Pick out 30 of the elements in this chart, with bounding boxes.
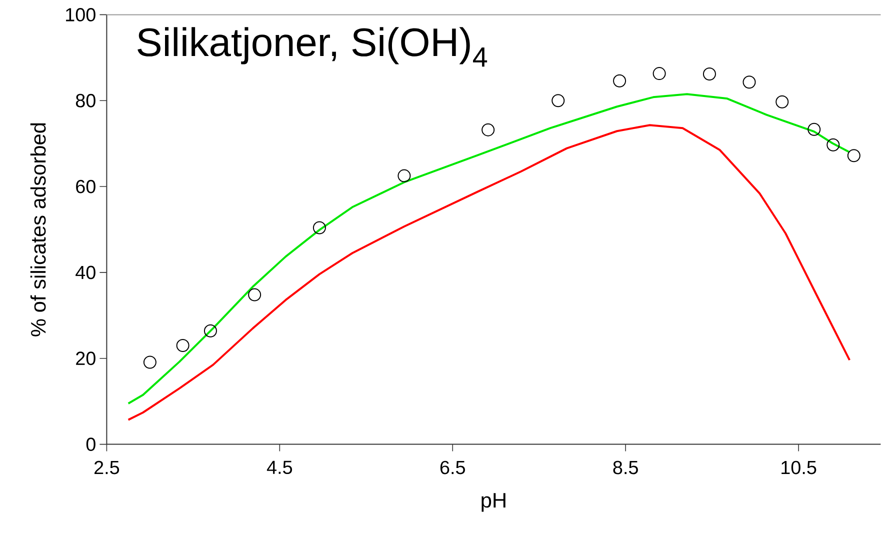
point [613,74,626,88]
x-tick-label: 6.5 [440,460,465,474]
point [808,122,821,136]
y-tick-label: 80 [76,94,96,108]
chart-title: Silikatjoner, Si(OH)$_{4}$ [138,27,488,67]
point [826,138,840,152]
y-tick-label: 0 [86,438,96,452]
point [776,95,789,108]
point [702,67,716,80]
y-axis-title: % of silicates adsorbed [30,123,46,336]
y-tick-label: 40 [76,266,96,280]
point [248,288,262,302]
y-tick-label: 20 [76,352,96,366]
point [312,221,326,234]
x-tick-label: 8.5 [613,460,638,474]
point [143,356,156,369]
y-tick-label: 60 [76,180,96,194]
point [742,76,756,89]
x-tick-label: 10.5 [782,460,816,474]
point [552,94,565,108]
point [176,338,190,352]
point [482,123,495,136]
point [204,324,217,338]
point [847,149,860,162]
x-tick-label: 2.5 [94,460,120,474]
x-tick-label: 4.5 [266,460,292,474]
point [398,169,411,182]
y-tick-label: 100 [66,8,96,22]
point [652,67,666,80]
x-axis-title: pH [482,493,506,512]
